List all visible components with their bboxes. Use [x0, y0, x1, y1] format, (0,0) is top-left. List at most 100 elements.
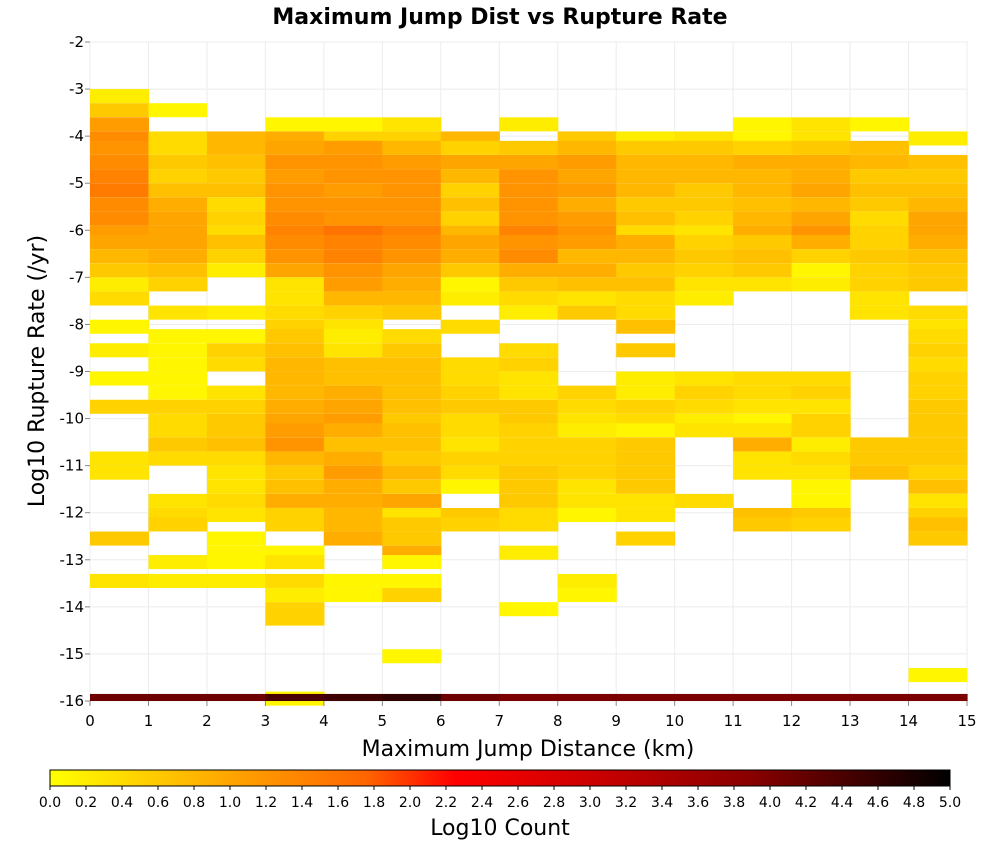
heatmap-cell: [557, 140, 617, 155]
heatmap-cell: [323, 234, 383, 250]
heatmap-cell: [382, 183, 442, 198]
heatmap-cell: [908, 343, 968, 358]
heatmap-cell: [908, 305, 968, 320]
colorbar-tick-label: 0.8: [183, 795, 205, 811]
heatmap-cell: [616, 249, 676, 264]
heatmap-cell: [908, 479, 968, 494]
heatmap-cell: [440, 291, 500, 306]
heatmap-cell: [206, 357, 266, 372]
heatmap-cell: [265, 343, 325, 358]
heatmap-cell: [265, 451, 325, 466]
colorbar-tick-label: 4.4: [831, 795, 853, 811]
heatmap-cell: [382, 234, 442, 250]
heatmap-cell: [499, 437, 559, 452]
heatmap-cell: [616, 493, 676, 508]
x-tick-label: 0: [85, 712, 95, 730]
heatmap-cell: [265, 154, 325, 170]
heatmap-cell: [90, 140, 150, 155]
heatmap-cell: [206, 493, 266, 508]
heatmap-cell: [265, 385, 325, 400]
heatmap-cell: [148, 399, 208, 414]
colorbar-tick-label: 4.2: [795, 795, 817, 811]
heatmap-cell: [850, 305, 910, 320]
heatmap-cell: [616, 399, 676, 414]
heatmap-cell: [557, 399, 617, 414]
heatmap-cell: [206, 154, 266, 170]
heatmap-cell: [440, 423, 500, 438]
heatmap-cell: [323, 573, 383, 588]
heatmap-cell: [733, 399, 793, 414]
heatmap-cell: [499, 451, 559, 466]
heatmap-cell: [850, 211, 910, 226]
heatmap-cell: [382, 169, 442, 184]
colorbar-tick-label: 0.6: [147, 795, 169, 811]
heatmap-cell: [382, 263, 442, 278]
heatmap-cell: [850, 465, 910, 480]
heatmap-cell: [908, 131, 968, 146]
heatmap-cell: [499, 277, 559, 292]
heatmap-cell: [206, 573, 266, 588]
heatmap-cell: [733, 423, 793, 438]
heatmap-cell: [323, 183, 383, 198]
heatmap-cell: [323, 154, 383, 170]
heatmap-cell: [908, 329, 968, 344]
y-tick-label: -9: [69, 363, 84, 381]
heatmap-cell: [791, 277, 851, 292]
heatmap-cell: [90, 169, 150, 184]
heatmap-cell: [148, 493, 208, 508]
heatmap-cell: [499, 291, 559, 306]
heatmap-cell: [148, 451, 208, 466]
heatmap-cell: [791, 140, 851, 155]
heatmap-cell: [265, 169, 325, 184]
heatmap-cell: [382, 693, 442, 701]
heatmap-cell: [850, 234, 910, 250]
heatmap-cell: [499, 234, 559, 250]
heatmap-cell: [674, 371, 734, 386]
heatmap-cell: [557, 291, 617, 306]
heatmap-cell: [499, 693, 559, 701]
x-tick-label: 13: [841, 712, 860, 730]
y-tick-label: -10: [60, 410, 85, 428]
heatmap-cell: [499, 211, 559, 226]
heatmap-cell: [440, 479, 500, 494]
colorbar-tick-label: 3.4: [651, 795, 673, 811]
heatmap-cell: [557, 277, 617, 292]
heatmap-cell: [791, 197, 851, 212]
heatmap-cell: [908, 517, 968, 532]
heatmap-cell: [616, 154, 676, 170]
x-tick-label: 8: [553, 712, 563, 730]
heatmap-cell: [616, 291, 676, 306]
y-tick-label: -7: [69, 268, 84, 286]
heatmap-cell: [674, 154, 734, 170]
plot-area: [89, 41, 968, 706]
heatmap-cell: [90, 117, 150, 132]
heatmap-cell: [382, 343, 442, 358]
heatmap-cell: [265, 437, 325, 452]
heatmap-cell: [850, 117, 910, 132]
heatmap-cell: [148, 103, 208, 118]
y-tick-label: -15: [60, 645, 85, 663]
heatmap-cell: [206, 305, 266, 320]
heatmap-cell: [616, 451, 676, 466]
x-axis-label: Maximum Jump Distance (km): [362, 737, 695, 762]
heatmap-cell: [791, 399, 851, 414]
heatmap-cell: [382, 437, 442, 452]
colorbar-tick-label: 3.6: [687, 795, 709, 811]
heatmap-cell: [440, 211, 500, 226]
heatmap-cell: [674, 197, 734, 212]
heatmap-cell: [323, 211, 383, 226]
heatmap-cell: [908, 197, 968, 212]
heatmap-cell: [90, 183, 150, 198]
heatmap-cell: [323, 277, 383, 292]
heatmap-cell: [674, 140, 734, 155]
heatmap-cell: [148, 249, 208, 264]
heatmap-cell: [499, 117, 559, 132]
heatmap-cell: [616, 465, 676, 480]
heatmap-cell: [616, 531, 676, 546]
heatmap-cell: [148, 169, 208, 184]
heatmap-cell: [323, 343, 383, 358]
heatmap-cell: [323, 423, 383, 438]
heatmap-cell: [440, 465, 500, 480]
heatmap-cell: [90, 154, 150, 170]
heatmap-cell: [382, 291, 442, 306]
